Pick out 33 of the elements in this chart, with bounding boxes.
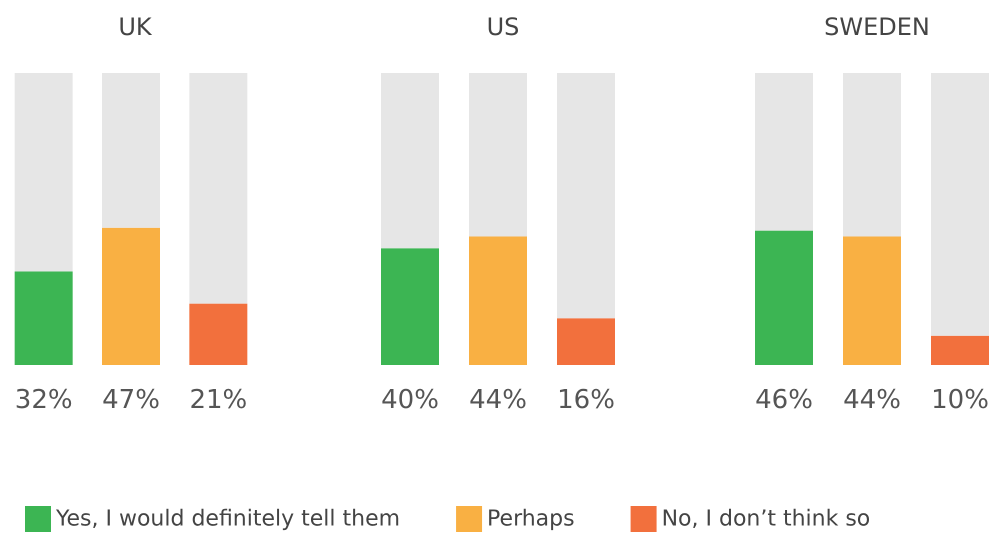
legend-label: Yes, I would definitely tell them [55, 506, 400, 532]
bar [189, 304, 248, 365]
bar [102, 228, 160, 365]
data-label: 44% [843, 385, 901, 415]
data-label: 10% [931, 385, 989, 415]
data-label: 21% [189, 385, 248, 415]
bar [189, 73, 248, 304]
data-label: 16% [557, 385, 615, 415]
bar [469, 73, 527, 237]
bar [557, 73, 615, 318]
bar [931, 336, 989, 365]
data-label: 40% [381, 385, 439, 415]
data-label: 44% [469, 385, 527, 415]
bar [843, 236, 901, 365]
data-label: 46% [755, 385, 813, 415]
data-label: 47% [102, 385, 160, 415]
bar [14, 272, 73, 365]
bar [381, 73, 439, 248]
bar [755, 230, 813, 365]
legend-label: No, I don’t think so [662, 506, 870, 532]
bar [843, 73, 901, 237]
bar [557, 318, 615, 365]
data-label: 32% [14, 385, 73, 415]
bar [469, 236, 527, 365]
bar [14, 73, 73, 272]
bar [931, 73, 989, 336]
bar [102, 73, 160, 228]
bar [381, 248, 439, 365]
chart-title: SWEDEN [824, 13, 930, 41]
bar [755, 73, 813, 231]
chart-title: UK [118, 13, 153, 41]
chart-title: US [486, 13, 520, 41]
legend-label: Perhaps [487, 506, 575, 532]
